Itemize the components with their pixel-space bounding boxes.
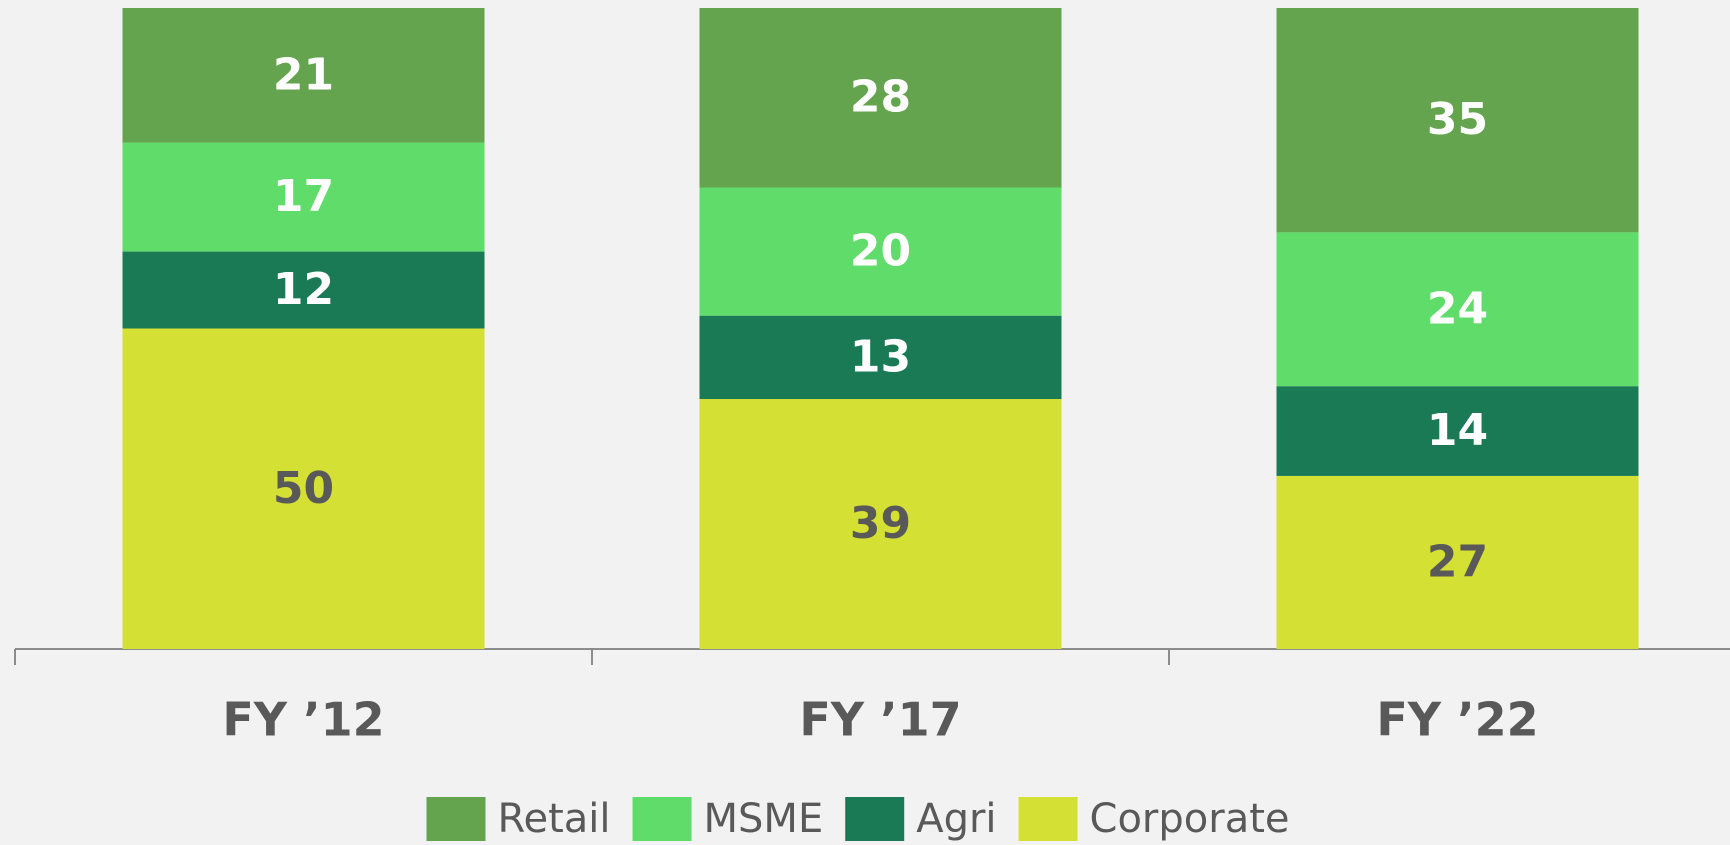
bar-segment <box>122 142 485 252</box>
data-label: 13 <box>850 331 911 382</box>
bar-segment <box>122 8 485 143</box>
data-label: 28 <box>850 72 911 123</box>
legend-swatch <box>426 797 486 841</box>
legend-label: Retail <box>498 796 611 842</box>
legend-swatch <box>1018 797 1078 841</box>
bar-segment <box>1276 8 1639 233</box>
x-tick-label: FY ’17 <box>799 693 961 747</box>
data-label: 17 <box>273 171 334 222</box>
bar-segment <box>699 8 1062 188</box>
bar-segment <box>1276 475 1639 649</box>
bar-segment <box>699 315 1062 400</box>
data-label: 21 <box>273 49 334 100</box>
data-label: 35 <box>1427 94 1488 145</box>
data-label: 14 <box>1427 405 1488 456</box>
legend-swatch <box>632 797 692 841</box>
legend-swatch <box>845 797 905 841</box>
data-label: 20 <box>850 226 911 277</box>
x-tick-label: FY ’22 <box>1376 693 1538 747</box>
data-label: 39 <box>850 498 911 549</box>
bar-segment <box>1276 386 1639 476</box>
legend-label: MSME <box>704 796 824 842</box>
bar-segment <box>1276 232 1639 387</box>
bar-segment <box>699 399 1062 649</box>
data-label: 50 <box>273 463 334 514</box>
data-label: 12 <box>273 264 334 315</box>
legend-label: Agri <box>916 796 996 842</box>
bar-segment <box>122 251 485 329</box>
bar-segment <box>122 328 485 649</box>
data-label: 24 <box>1427 283 1488 334</box>
legend-label: Corporate <box>1090 796 1290 842</box>
x-tick-label: FY ’12 <box>222 693 384 747</box>
data-label: 27 <box>1427 536 1488 587</box>
bar-segment <box>699 187 1062 316</box>
